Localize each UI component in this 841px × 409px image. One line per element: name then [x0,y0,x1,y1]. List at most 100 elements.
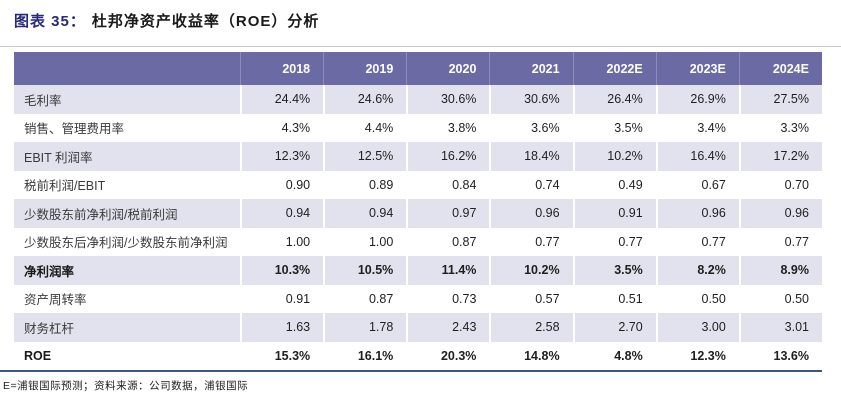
row-label: 税前利润/EBIT [24,179,106,194]
cell-value: 0.50 [655,284,739,313]
cell-value: 8.9% [738,256,822,285]
cell-value: 0.91 [240,284,323,313]
cell-value: 0.67 [655,170,739,199]
table-row: 净利润率 10.3% 10.5% 11.4% 10.2% 3.5% 8.2% 8.9% [14,256,822,285]
cell-value: 16.2% [406,142,489,171]
cell-value: 16.4% [655,142,739,171]
cell-value: 10.5% [323,256,406,285]
cell-value: 18.4% [489,142,572,171]
cell-value: 0.89 [323,170,406,199]
cell-value: 0.96 [738,199,822,228]
cell-value: 8.2% [655,256,739,285]
cell-value: 3.00 [655,313,739,342]
cell-value: 0.96 [489,199,572,228]
cell-value: 10.2% [572,142,656,171]
cell-value: 0.96 [655,199,739,228]
cell-value: 12.3% [655,341,739,370]
cell-value: 16.1% [323,341,406,370]
row-label: 财务杠杆 [24,321,75,336]
cell-value: 0.94 [323,199,406,228]
row-label: 少数股东后净利润/少数股东前净利润 [24,236,228,251]
cell-value: 15.3% [240,341,323,370]
source-note: E=浦银国际预测；资料来源：公司数据，浦银国际 [3,380,249,392]
column-header-2019: 2019 [323,52,406,85]
cell-value: 30.6% [489,85,572,114]
table-row: ROE 15.3% 16.1% 20.3% 14.8% 4.8% 12.3% 13.6% [14,341,822,370]
table-row: 毛利率 24.4% 24.6% 30.6% 30.6% 26.4% 26.9% 27.5% [14,85,822,114]
cell-value: 12.3% [240,142,323,171]
cell-value: 20.3% [406,341,489,370]
cell-value: 0.74 [489,170,572,199]
row-label: 毛利率 [24,93,62,108]
cell-value: 0.97 [406,199,489,228]
cell-value: 3.5% [572,113,656,142]
figure-title: 图表 35： 杜邦净资产收益率（ROE）分析 [14,10,319,31]
table-row: EBIT 利润率 12.3% 12.5% 16.2% 18.4% 10.2% 16.4% 17… [14,142,822,171]
cell-value: 2.58 [489,313,572,342]
cell-value: 11.4% [406,256,489,285]
column-header-2021: 2021 [489,52,572,85]
cell-value: 2.43 [406,313,489,342]
row-label: EBIT 利润率 [24,150,93,165]
cell-value: 0.57 [489,284,572,313]
cell-value: 3.8% [406,113,489,142]
cell-value: 3.01 [738,313,822,342]
table-header-row: 2018 2019 2020 2021 2022E 2023E 2024E [14,52,822,85]
cell-value: 10.2% [489,256,572,285]
dupont-roe-table: 2018 2019 2020 2021 2022E 2023E 2024E 毛利率 24.4%… [14,52,822,370]
cell-value: 0.77 [489,227,572,256]
figure-name: 杜邦净资产收益率（ROE）分析 [91,13,320,30]
column-header-2022e: 2022E [572,52,656,85]
top-divider [0,46,841,47]
row-label: 资产周转率 [24,293,87,308]
table-row: 少数股东后净利润/少数股东前净利润 1.00 1.00 0.87 0.77 0.77 0.7… [14,227,822,256]
figure-number-label: 图表 35： [14,13,86,30]
table-row: 少数股东前净利润/税前利润 0.94 0.94 0.97 0.96 0.91 0.96 0.9… [14,199,822,228]
cell-value: 30.6% [406,85,489,114]
cell-value: 3.3% [738,113,822,142]
cell-value: 17.2% [738,142,822,171]
cell-value: 13.6% [738,341,822,370]
cell-value: 0.70 [738,170,822,199]
cell-value: 0.51 [572,284,656,313]
cell-value: 12.5% [323,142,406,171]
table-row: 资产周转率 0.91 0.87 0.73 0.57 0.51 0.50 0.50 [14,284,822,313]
cell-value: 24.6% [323,85,406,114]
table-row: 税前利润/EBIT 0.90 0.89 0.84 0.74 0.49 0.67 0.70 [14,170,822,199]
row-label: 销售、管理费用率 [24,122,125,137]
cell-value: 0.90 [240,170,323,199]
cell-value: 27.5% [738,85,822,114]
cell-value: 1.00 [323,227,406,256]
cell-value: 0.73 [406,284,489,313]
cell-value: 0.77 [655,227,739,256]
bottom-divider [0,370,822,372]
cell-value: 24.4% [240,85,323,114]
cell-value: 26.9% [655,85,739,114]
cell-value: 0.94 [240,199,323,228]
cell-value: 4.8% [572,341,656,370]
cell-value: 0.77 [738,227,822,256]
table-row: 销售、管理费用率 4.3% 4.4% 3.8% 3.6% 3.5% 3.4% 3.3% [14,113,822,142]
cell-value: 0.84 [406,170,489,199]
cell-value: 4.4% [323,113,406,142]
cell-value: 10.3% [240,256,323,285]
cell-value: 1.00 [240,227,323,256]
row-label: ROE [24,348,52,363]
cell-value: 2.70 [572,313,656,342]
cell-value: 0.77 [572,227,656,256]
cell-value: 1.63 [240,313,323,342]
row-label: 少数股东前净利润/税前利润 [24,207,178,222]
cell-value: 14.8% [489,341,572,370]
cell-value: 0.87 [406,227,489,256]
cell-value: 4.3% [240,113,323,142]
cell-value: 0.50 [738,284,822,313]
cell-value: 0.91 [572,199,656,228]
table-body: 毛利率 24.4% 24.6% 30.6% 30.6% 26.4% 26.9% 27.5% 销售… [14,85,822,370]
cell-value: 3.6% [489,113,572,142]
cell-value: 1.78 [323,313,406,342]
column-header-2023e: 2023E [655,52,739,85]
cell-value: 0.87 [323,284,406,313]
cell-value: 26.4% [572,85,656,114]
column-header-2020: 2020 [406,52,489,85]
column-header-2018: 2018 [240,52,323,85]
